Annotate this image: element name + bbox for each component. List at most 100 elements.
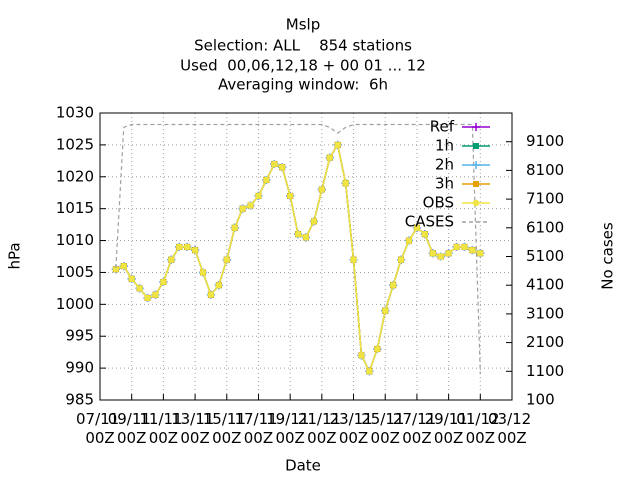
data-point <box>207 291 215 298</box>
y-axis-label: hPa <box>6 242 24 269</box>
x-tick-label: 23/11 00Z <box>330 410 378 447</box>
data-point <box>128 275 135 283</box>
data-point <box>302 234 310 241</box>
data-point <box>477 250 484 257</box>
data-point <box>437 253 444 260</box>
data-point <box>263 176 270 184</box>
data-point <box>461 243 468 251</box>
data-point <box>310 218 318 225</box>
x-tick-label: 19/11 00Z <box>266 410 314 447</box>
data-point <box>473 181 479 187</box>
chart-subtitle: Averaging window: 6h <box>218 76 388 94</box>
legend-label: 1h <box>435 137 454 155</box>
x-tick-label: 15/11 00Z <box>203 410 251 447</box>
data-point <box>279 164 286 171</box>
y2-axis-label: No cases <box>599 222 617 290</box>
data-point <box>405 237 413 244</box>
y2-tick-label: 5100 <box>526 247 564 265</box>
data-point <box>421 230 429 238</box>
y-tick-label: 985 <box>65 391 94 409</box>
data-point <box>342 179 349 187</box>
data-point <box>255 192 262 200</box>
y2-tick-label: 100 <box>526 391 555 409</box>
data-point <box>429 250 436 257</box>
y-tick-label: 1005 <box>56 263 94 281</box>
x-tick-label: 09/11 00Z <box>108 410 156 447</box>
plot-frame <box>99 112 513 401</box>
x-tick-label: 21/11 00Z <box>298 410 346 447</box>
data-point <box>136 285 143 292</box>
legend-label: 2h <box>435 156 454 174</box>
data-point <box>183 243 191 251</box>
x-tick-label: 11/11 00Z <box>139 410 187 447</box>
data-point <box>445 250 452 257</box>
legend-label: 3h <box>435 175 454 193</box>
data-point <box>472 161 480 169</box>
legend-label: OBS <box>423 194 454 212</box>
x-tick-label: 27/11 00Z <box>393 410 441 447</box>
data-point <box>469 246 476 254</box>
y-tick-label: 1000 <box>56 295 94 313</box>
data-point <box>286 192 294 200</box>
y-tick-label: 995 <box>65 327 94 345</box>
y-tick-label: 1030 <box>56 104 94 122</box>
x-tick-label: 07/11 00Z <box>76 410 124 447</box>
data-point <box>397 256 405 263</box>
y2-tick-label: 6100 <box>526 218 564 236</box>
y2-tick-label: 3100 <box>526 304 564 322</box>
data-point <box>231 224 238 231</box>
series <box>111 140 485 376</box>
legend-label: Ref <box>430 118 455 136</box>
data-point <box>473 143 479 149</box>
y-tick-label: 1020 <box>56 167 94 185</box>
data-point <box>120 262 127 270</box>
data-point <box>176 243 183 251</box>
data-point <box>334 141 341 149</box>
data-point <box>453 243 460 251</box>
data-point <box>374 345 381 353</box>
data-point <box>152 291 159 298</box>
x-tick-label: 03/12 00Z <box>488 410 536 447</box>
data-point <box>160 278 167 286</box>
data-point <box>239 205 246 212</box>
x-tick-label: 17/11 00Z <box>234 410 282 447</box>
data-point <box>472 123 480 131</box>
data-point <box>215 282 223 289</box>
legend-label: CASES <box>405 213 454 231</box>
data-point <box>294 230 302 238</box>
series <box>111 140 485 376</box>
series <box>115 123 481 375</box>
y2-tick-label: 9100 <box>526 132 564 150</box>
chart-subtitle: Selection: ALL 854 stations <box>194 37 412 55</box>
y-tick-label: 990 <box>65 359 94 377</box>
data-point <box>168 256 175 263</box>
data-point <box>382 307 389 314</box>
y-tick-label: 1025 <box>56 135 94 153</box>
y2-tick-label: 4100 <box>526 276 564 294</box>
data-point <box>112 266 120 273</box>
series-line <box>115 123 481 375</box>
y2-tick-label: 7100 <box>526 190 564 208</box>
x-tick-label: 29/11 00Z <box>425 410 473 447</box>
data-point <box>358 352 365 359</box>
x-axis-label: Date <box>285 457 321 475</box>
x-tick-label: 13/11 00Z <box>171 410 219 447</box>
data-point <box>389 282 397 289</box>
data-point <box>350 256 357 263</box>
y2-tick-label: 1100 <box>526 362 564 380</box>
data-point <box>326 154 333 161</box>
data-point <box>413 224 421 231</box>
series <box>112 141 484 375</box>
y2-tick-label: 8100 <box>526 161 564 179</box>
data-point <box>472 199 480 207</box>
chart-subtitle: Used 00,06,12,18 + 00 01 ... 12 <box>180 57 426 75</box>
y2-tick-label: 2100 <box>526 333 564 351</box>
data-point <box>144 294 151 302</box>
x-tick-label: 25/11 00Z <box>361 410 409 447</box>
chart-title: Mslp <box>286 16 320 34</box>
data-point <box>247 202 254 209</box>
data-point <box>271 160 278 168</box>
x-tick-label: 01/12 00Z <box>456 410 504 447</box>
data-point <box>318 186 326 193</box>
